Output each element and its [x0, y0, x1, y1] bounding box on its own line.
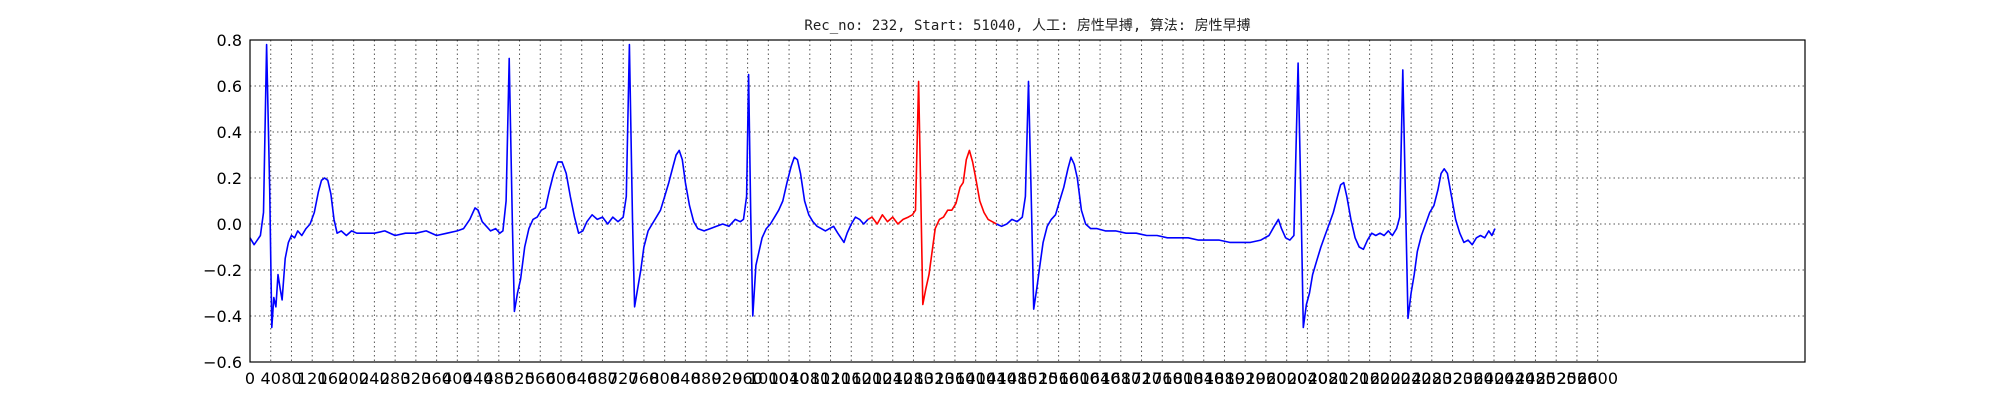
x-tick-label: 2120 [1329, 369, 1370, 388]
x-tick-label: 2320 [1432, 369, 1473, 388]
x-tick-label: 1960 [1246, 369, 1287, 388]
x-tick-label: 1800 [1163, 369, 1204, 388]
x-axis-ticks: 0 40 8012016020024028032036040044048052056… [245, 369, 1618, 388]
x-tick-label: 400 [442, 369, 473, 388]
plot-frame [249, 39, 1806, 363]
x-tick-label: 640 [566, 369, 597, 388]
x-tick-label: 2560 [1557, 369, 1598, 388]
x-tick-label: 1120 [810, 369, 851, 388]
x-tick-label: 2360 [1453, 369, 1494, 388]
x-tick-label: 1840 [1183, 369, 1224, 388]
x-tick-label: 1600 [1059, 369, 1100, 388]
x-tick-label: 320 [401, 369, 432, 388]
x-tick-label: 200 [338, 369, 369, 388]
x-tick-label: 1160 [831, 369, 872, 388]
ecg-signal-segment [249, 43, 869, 329]
x-tick-label: 40 [261, 369, 281, 388]
x-tick-label: 2520 [1536, 369, 1577, 388]
x-tick-label: 2280 [1411, 369, 1452, 388]
x-tick-label: 1440 [976, 369, 1017, 388]
x-tick-label: 2000 [1266, 369, 1307, 388]
x-tick-label: 2160 [1349, 369, 1390, 388]
x-tick-label: 1880 [1204, 369, 1245, 388]
x-tick-label: 2600 [1577, 369, 1618, 388]
x-tick-label: 1640 [1080, 369, 1121, 388]
x-tick-label: 2040 [1287, 369, 1328, 388]
x-tick-label: 2440 [1494, 369, 1535, 388]
x-tick-label: 1040 [769, 369, 810, 388]
x-tick-label: 840 [670, 369, 701, 388]
y-tick-label: 0.0 [217, 215, 242, 234]
y-tick-label: −0.4 [203, 307, 242, 326]
x-tick-label: 160 [318, 369, 349, 388]
x-tick-label: 1480 [997, 369, 1038, 388]
y-tick-label: 0.8 [217, 31, 242, 50]
x-tick-label: 1000 [748, 369, 789, 388]
x-tick-label: 1320 [914, 369, 955, 388]
x-tick-label: 1520 [1018, 369, 1059, 388]
x-tick-label: 720 [608, 369, 639, 388]
x-tick-label: 1080 [789, 369, 830, 388]
x-tick-label: 440 [463, 369, 494, 388]
ecg-signal-segment [996, 62, 1496, 329]
x-tick-label: 520 [504, 369, 535, 388]
y-axis-ticks: −0.6 −0.4 −0.2 0.0 0.2 0.4 0.6 0.8 [203, 31, 242, 372]
x-tick-label: 0 [245, 369, 255, 388]
y-tick-label: −0.2 [203, 261, 242, 280]
x-tick-label: 1720 [1121, 369, 1162, 388]
y-tick-label: 0.6 [217, 77, 242, 96]
ecg-highlight-segment [867, 80, 997, 306]
x-tick-label: 880 [691, 369, 722, 388]
x-tick-label: 2240 [1391, 369, 1432, 388]
x-tick-label: 2080 [1308, 369, 1349, 388]
x-tick-label: 80 [281, 369, 301, 388]
x-tick-label: 1680 [1100, 369, 1141, 388]
x-tick-label: 920 [712, 369, 743, 388]
chart-title: Rec_no: 232, Start: 51040, 人工: 房性早搏, 算法:… [804, 17, 1250, 34]
x-tick-label: 240 [359, 369, 390, 388]
x-tick-label: 600 [546, 369, 577, 388]
y-tick-label: 0.2 [217, 169, 242, 188]
series-layer [249, 43, 1496, 329]
x-tick-label: 560 [525, 369, 556, 388]
x-tick-label: 760 [629, 369, 660, 388]
x-tick-label: 280 [380, 369, 411, 388]
x-tick-label: 2480 [1515, 369, 1556, 388]
y-tick-label: −0.6 [203, 353, 242, 372]
x-tick-label: 1920 [1225, 369, 1266, 388]
x-tick-label: 2400 [1474, 369, 1515, 388]
x-tick-label: 360 [421, 369, 452, 388]
x-tick-label: 2200 [1370, 369, 1411, 388]
x-tick-label: 1280 [893, 369, 934, 388]
x-tick-label: 1560 [1038, 369, 1079, 388]
x-tick-label: 800 [649, 369, 680, 388]
x-tick-label: 480 [484, 369, 515, 388]
x-tick-label: 1360 [935, 369, 976, 388]
x-tick-label: 1760 [1142, 369, 1183, 388]
x-tick-label: 1400 [955, 369, 996, 388]
grid [250, 40, 1805, 362]
x-tick-label: 1200 [852, 369, 893, 388]
x-tick-label: 680 [587, 369, 618, 388]
x-tick-label: 120 [297, 369, 328, 388]
x-tick-label: 960 [732, 369, 763, 388]
y-tick-label: 0.4 [217, 123, 242, 142]
x-tick-label: 1240 [872, 369, 913, 388]
